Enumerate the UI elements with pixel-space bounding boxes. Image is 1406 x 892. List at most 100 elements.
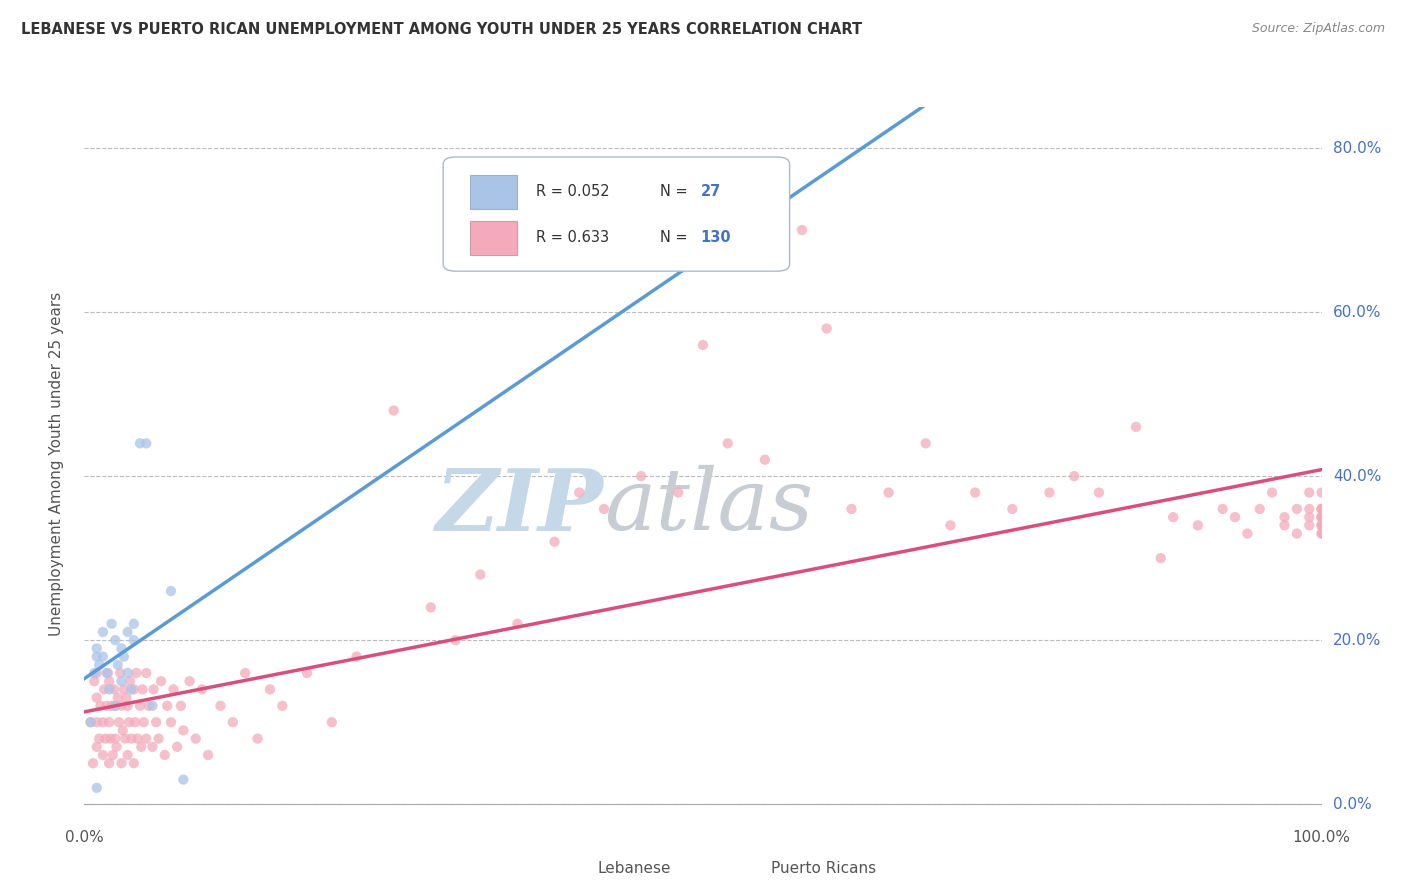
Point [965,485,987,500]
Point [162,682,184,697]
Point [107,690,129,705]
Point [1161,510,1184,524]
Point [939,518,962,533]
Point [89,657,111,672]
Point [1310,526,1333,541]
Point [1298,510,1320,524]
Text: Lebanese: Lebanese [598,861,671,876]
Point [150,674,173,689]
Point [160,715,183,730]
Point [100,698,122,713]
Point [222,715,245,730]
Text: 40.0%: 40.0% [1333,468,1381,483]
Point [295,665,318,680]
Text: 130: 130 [700,229,731,244]
Point [117,625,139,640]
Point [91,649,114,664]
Point [118,715,141,730]
Point [122,756,145,771]
Point [1212,502,1234,516]
Point [105,739,128,754]
Text: R = 0.633: R = 0.633 [536,229,609,244]
Point [96,665,118,680]
Point [1298,485,1320,500]
Point [101,747,124,762]
Point [692,338,714,352]
Point [1223,510,1246,524]
Point [271,698,294,713]
Point [98,715,121,730]
Point [841,502,863,516]
Point [246,731,269,746]
Point [124,715,146,730]
Point [790,223,813,237]
Point [1298,518,1320,533]
Point [1150,551,1173,566]
Point [132,715,155,730]
Point [135,731,157,746]
Point [86,665,108,680]
Point [1310,510,1333,524]
Point [98,756,121,771]
Point [1001,502,1024,516]
Text: N =: N = [659,184,692,199]
Point [135,665,157,680]
Text: ZIP: ZIP [436,465,605,549]
Point [93,682,115,697]
Point [135,436,157,450]
Point [117,665,139,680]
Point [141,698,163,713]
Text: Puerto Ricans: Puerto Ricans [770,861,876,876]
Point [91,625,114,640]
Point [131,682,153,697]
Bar [554,857,589,880]
Point [110,698,132,713]
Point [1187,518,1209,533]
Point [754,452,776,467]
Point [1088,485,1111,500]
Point [79,715,101,730]
Point [110,756,132,771]
Point [115,690,138,705]
Point [86,715,108,730]
Point [1310,510,1333,524]
Point [166,739,188,754]
Point [104,731,127,746]
Point [506,616,529,631]
Point [172,772,194,787]
Point [89,731,111,746]
Bar [728,857,762,880]
Point [89,698,111,713]
Point [321,715,343,730]
Point [107,657,129,672]
Point [129,436,152,450]
Point [120,731,142,746]
Point [122,682,145,697]
Point [1298,502,1320,516]
Point [91,747,114,762]
Point [419,600,441,615]
Point [127,731,149,746]
Point [108,715,131,730]
Point [593,502,616,516]
Point [568,485,591,500]
Point [120,674,142,689]
Text: Source: ZipAtlas.com: Source: ZipAtlas.com [1251,22,1385,36]
Point [630,469,652,483]
Point [160,584,183,599]
Point [156,698,179,713]
Point [122,633,145,648]
Point [112,649,135,664]
Point [111,723,134,738]
Point [1310,518,1333,533]
Text: 27: 27 [700,184,721,199]
Text: 20.0%: 20.0% [1333,632,1381,648]
Point [86,641,108,656]
FancyBboxPatch shape [443,157,790,271]
Point [1063,469,1085,483]
Point [104,698,127,713]
Point [110,665,132,680]
Point [86,780,108,795]
Point [117,698,139,713]
Point [98,731,121,746]
